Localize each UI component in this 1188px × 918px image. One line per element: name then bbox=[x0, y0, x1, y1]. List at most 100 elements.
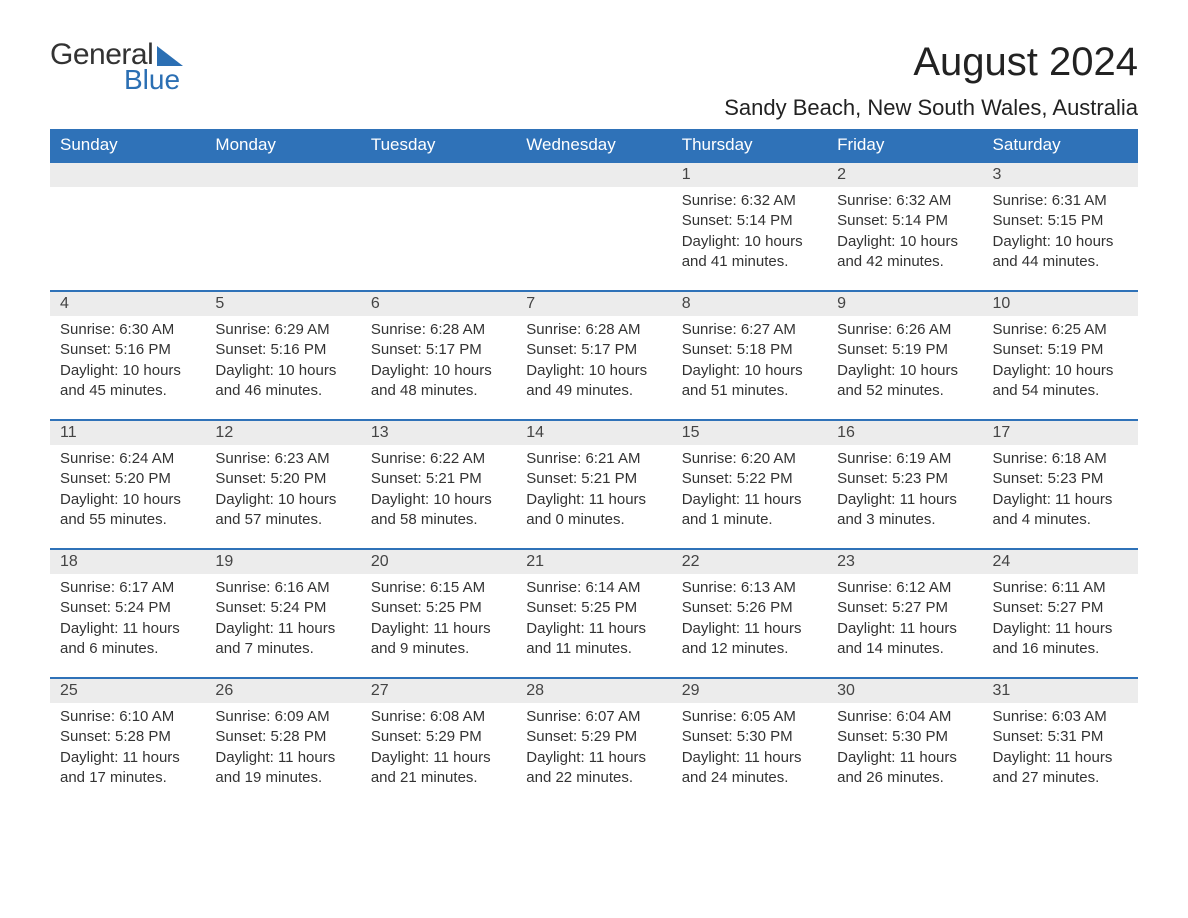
daylight-line: Daylight: 11 hours and 21 minutes. bbox=[371, 748, 506, 789]
sunrise-line: Sunrise: 6:16 AM bbox=[215, 578, 350, 598]
col-saturday: Saturday bbox=[983, 129, 1138, 162]
sunset-line: Sunset: 5:20 PM bbox=[60, 469, 195, 489]
sunrise-line: Sunrise: 6:05 AM bbox=[682, 707, 817, 727]
day-number: 5 bbox=[205, 291, 360, 316]
sunset-line: Sunset: 5:16 PM bbox=[60, 340, 195, 360]
sunrise-line: Sunrise: 6:29 AM bbox=[215, 320, 350, 340]
sunrise-line: Sunrise: 6:22 AM bbox=[371, 449, 506, 469]
sunrise-line: Sunrise: 6:03 AM bbox=[993, 707, 1128, 727]
sunrise-line: Sunrise: 6:28 AM bbox=[526, 320, 661, 340]
sunset-line: Sunset: 5:24 PM bbox=[215, 598, 350, 618]
daylight-line: Daylight: 10 hours and 51 minutes. bbox=[682, 361, 817, 402]
day-cell: Sunrise: 6:17 AMSunset: 5:24 PMDaylight:… bbox=[50, 574, 205, 678]
daylight-line: Daylight: 11 hours and 16 minutes. bbox=[993, 619, 1128, 660]
day-number: 18 bbox=[50, 549, 205, 574]
day-cell: Sunrise: 6:23 AMSunset: 5:20 PMDaylight:… bbox=[205, 445, 360, 549]
logo-sail-icon bbox=[157, 46, 183, 66]
sunset-line: Sunset: 5:21 PM bbox=[526, 469, 661, 489]
sunset-line: Sunset: 5:30 PM bbox=[682, 727, 817, 747]
day-number bbox=[50, 162, 205, 187]
sunset-line: Sunset: 5:22 PM bbox=[682, 469, 817, 489]
daylight-line: Daylight: 11 hours and 7 minutes. bbox=[215, 619, 350, 660]
sunset-line: Sunset: 5:18 PM bbox=[682, 340, 817, 360]
col-thursday: Thursday bbox=[672, 129, 827, 162]
day-number: 13 bbox=[361, 420, 516, 445]
day-number: 21 bbox=[516, 549, 671, 574]
week-3-daynums: 18192021222324 bbox=[50, 549, 1138, 574]
daylight-line: Daylight: 11 hours and 27 minutes. bbox=[993, 748, 1128, 789]
logo: General Blue bbox=[50, 40, 183, 94]
daylight-line: Daylight: 10 hours and 54 minutes. bbox=[993, 361, 1128, 402]
sunset-line: Sunset: 5:29 PM bbox=[526, 727, 661, 747]
day-cell: Sunrise: 6:19 AMSunset: 5:23 PMDaylight:… bbox=[827, 445, 982, 549]
sunset-line: Sunset: 5:30 PM bbox=[837, 727, 972, 747]
day-number: 16 bbox=[827, 420, 982, 445]
day-number: 27 bbox=[361, 678, 516, 703]
day-number: 3 bbox=[983, 162, 1138, 187]
daylight-line: Daylight: 11 hours and 22 minutes. bbox=[526, 748, 661, 789]
sunset-line: Sunset: 5:23 PM bbox=[837, 469, 972, 489]
day-number: 12 bbox=[205, 420, 360, 445]
day-cell bbox=[205, 187, 360, 291]
sunset-line: Sunset: 5:14 PM bbox=[682, 211, 817, 231]
daylight-line: Daylight: 11 hours and 4 minutes. bbox=[993, 490, 1128, 531]
sunrise-line: Sunrise: 6:27 AM bbox=[682, 320, 817, 340]
day-cell: Sunrise: 6:04 AMSunset: 5:30 PMDaylight:… bbox=[827, 703, 982, 806]
sunset-line: Sunset: 5:27 PM bbox=[837, 598, 972, 618]
daylight-line: Daylight: 11 hours and 6 minutes. bbox=[60, 619, 195, 660]
day-number: 23 bbox=[827, 549, 982, 574]
day-cell: Sunrise: 6:31 AMSunset: 5:15 PMDaylight:… bbox=[983, 187, 1138, 291]
day-cell: Sunrise: 6:29 AMSunset: 5:16 PMDaylight:… bbox=[205, 316, 360, 420]
sunrise-line: Sunrise: 6:20 AM bbox=[682, 449, 817, 469]
day-cell: Sunrise: 6:18 AMSunset: 5:23 PMDaylight:… bbox=[983, 445, 1138, 549]
day-number: 31 bbox=[983, 678, 1138, 703]
week-1-daybodies: Sunrise: 6:30 AMSunset: 5:16 PMDaylight:… bbox=[50, 316, 1138, 420]
sunrise-line: Sunrise: 6:19 AM bbox=[837, 449, 972, 469]
daylight-line: Daylight: 11 hours and 14 minutes. bbox=[837, 619, 972, 660]
daylight-line: Daylight: 10 hours and 58 minutes. bbox=[371, 490, 506, 531]
week-3-daybodies: Sunrise: 6:17 AMSunset: 5:24 PMDaylight:… bbox=[50, 574, 1138, 678]
week-0-daybodies: Sunrise: 6:32 AMSunset: 5:14 PMDaylight:… bbox=[50, 187, 1138, 291]
daylight-line: Daylight: 10 hours and 48 minutes. bbox=[371, 361, 506, 402]
sunset-line: Sunset: 5:17 PM bbox=[526, 340, 661, 360]
day-cell: Sunrise: 6:28 AMSunset: 5:17 PMDaylight:… bbox=[361, 316, 516, 420]
sunset-line: Sunset: 5:29 PM bbox=[371, 727, 506, 747]
sunset-line: Sunset: 5:19 PM bbox=[993, 340, 1128, 360]
sunrise-line: Sunrise: 6:04 AM bbox=[837, 707, 972, 727]
daylight-line: Daylight: 10 hours and 41 minutes. bbox=[682, 232, 817, 273]
daylight-line: Daylight: 11 hours and 19 minutes. bbox=[215, 748, 350, 789]
day-number: 15 bbox=[672, 420, 827, 445]
sunset-line: Sunset: 5:19 PM bbox=[837, 340, 972, 360]
sunrise-line: Sunrise: 6:15 AM bbox=[371, 578, 506, 598]
day-cell: Sunrise: 6:30 AMSunset: 5:16 PMDaylight:… bbox=[50, 316, 205, 420]
week-2-daybodies: Sunrise: 6:24 AMSunset: 5:20 PMDaylight:… bbox=[50, 445, 1138, 549]
title-block: August 2024 Sandy Beach, New South Wales… bbox=[724, 40, 1138, 121]
col-monday: Monday bbox=[205, 129, 360, 162]
day-cell: Sunrise: 6:27 AMSunset: 5:18 PMDaylight:… bbox=[672, 316, 827, 420]
daylight-line: Daylight: 10 hours and 45 minutes. bbox=[60, 361, 195, 402]
sunrise-line: Sunrise: 6:12 AM bbox=[837, 578, 972, 598]
day-number: 22 bbox=[672, 549, 827, 574]
sunset-line: Sunset: 5:28 PM bbox=[215, 727, 350, 747]
col-sunday: Sunday bbox=[50, 129, 205, 162]
sunrise-line: Sunrise: 6:09 AM bbox=[215, 707, 350, 727]
sunset-line: Sunset: 5:23 PM bbox=[993, 469, 1128, 489]
daylight-line: Daylight: 11 hours and 9 minutes. bbox=[371, 619, 506, 660]
col-friday: Friday bbox=[827, 129, 982, 162]
day-number bbox=[205, 162, 360, 187]
daylight-line: Daylight: 10 hours and 57 minutes. bbox=[215, 490, 350, 531]
daylight-line: Daylight: 11 hours and 17 minutes. bbox=[60, 748, 195, 789]
day-cell bbox=[516, 187, 671, 291]
sunset-line: Sunset: 5:16 PM bbox=[215, 340, 350, 360]
day-number: 14 bbox=[516, 420, 671, 445]
week-4-daybodies: Sunrise: 6:10 AMSunset: 5:28 PMDaylight:… bbox=[50, 703, 1138, 806]
sunrise-line: Sunrise: 6:32 AM bbox=[682, 191, 817, 211]
daylight-line: Daylight: 11 hours and 0 minutes. bbox=[526, 490, 661, 531]
week-1-daynums: 45678910 bbox=[50, 291, 1138, 316]
sunrise-line: Sunrise: 6:31 AM bbox=[993, 191, 1128, 211]
day-number: 28 bbox=[516, 678, 671, 703]
day-cell: Sunrise: 6:25 AMSunset: 5:19 PMDaylight:… bbox=[983, 316, 1138, 420]
week-2-daynums: 11121314151617 bbox=[50, 420, 1138, 445]
month-title: August 2024 bbox=[724, 40, 1138, 85]
daylight-line: Daylight: 11 hours and 12 minutes. bbox=[682, 619, 817, 660]
